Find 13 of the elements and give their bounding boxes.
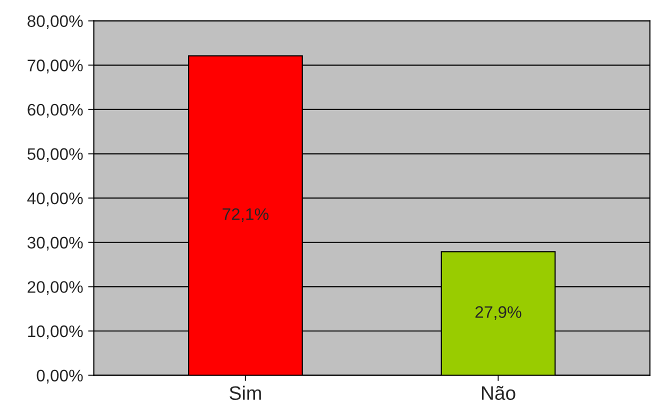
x-tick-label: Sim: [230, 386, 261, 400]
x-tick-label: Não: [482, 386, 516, 400]
y-tick-label: 80,00%: [28, 15, 83, 30]
data-label: 27,9%: [475, 306, 522, 320]
y-tick-label: 40,00%: [27, 192, 83, 206]
y-tick-label: 0,00%: [36, 370, 83, 384]
y-tick-label: 20,00%: [28, 281, 83, 295]
data-label: 72,1%: [222, 208, 268, 222]
y-tick-label: 10,00%: [28, 325, 83, 340]
y-tick-label: 30,00%: [27, 236, 83, 251]
y-tick-label: 50,00%: [28, 148, 83, 162]
y-tick-label: 70,00%: [28, 60, 83, 74]
y-tick-label: 60,00%: [28, 104, 83, 118]
